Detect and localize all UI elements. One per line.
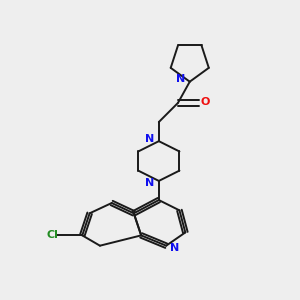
Text: N: N	[170, 243, 180, 253]
Text: N: N	[146, 178, 154, 188]
Text: Cl: Cl	[46, 230, 58, 240]
Text: N: N	[146, 134, 154, 144]
Text: O: O	[201, 97, 210, 107]
Text: N: N	[176, 74, 185, 84]
